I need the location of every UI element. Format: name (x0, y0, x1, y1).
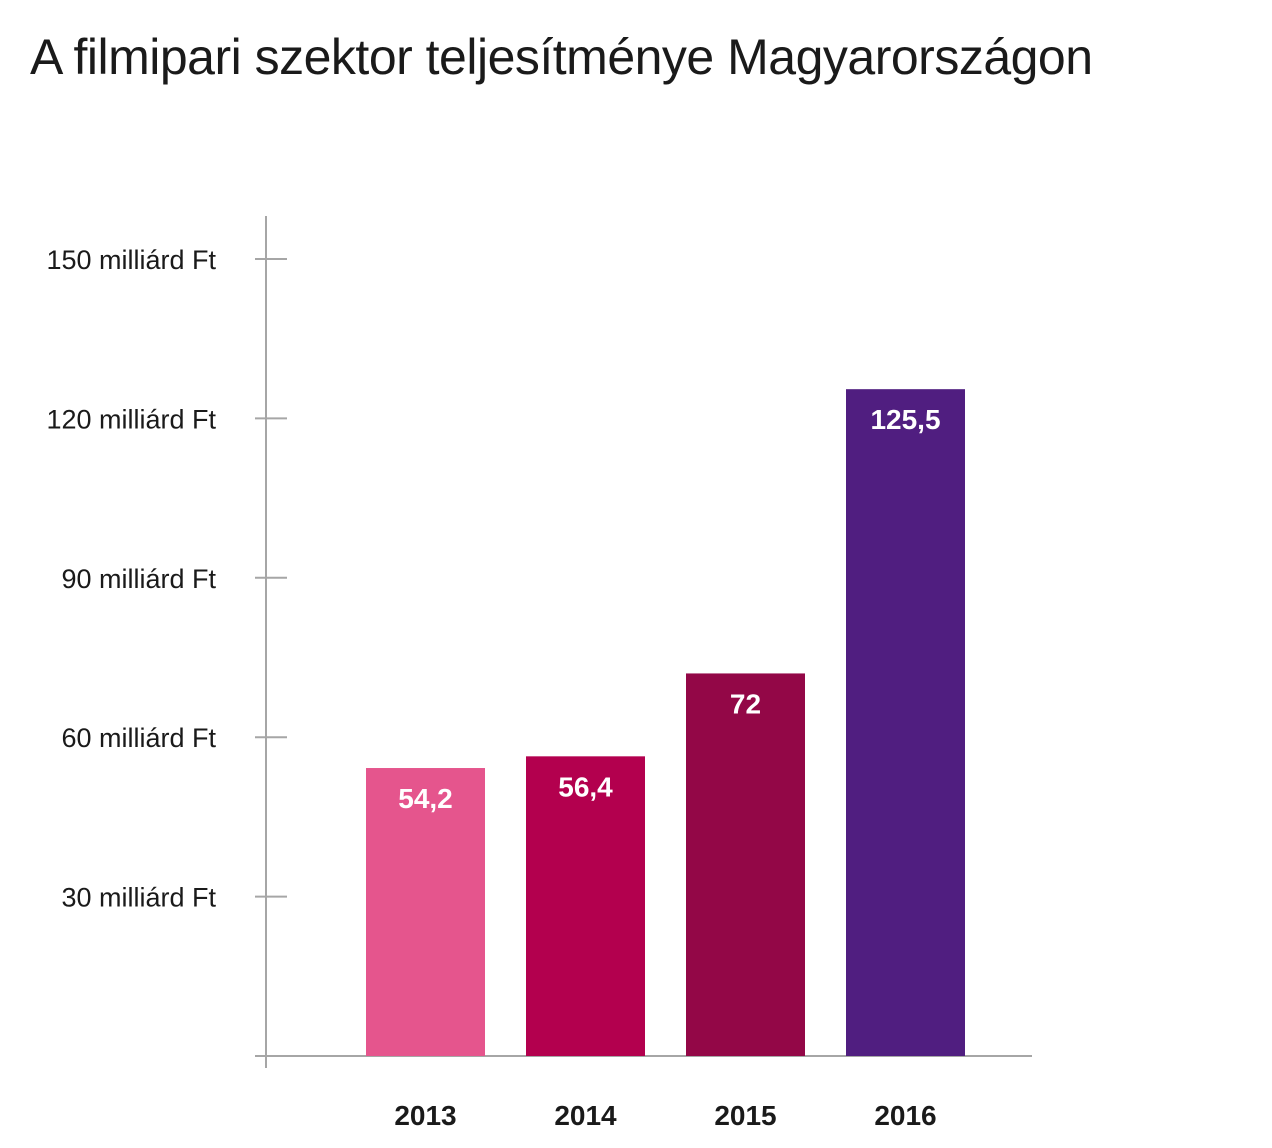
data-label-2014: 56,4 (558, 771, 613, 802)
x-tick-label: 2013 (394, 1100, 456, 1131)
data-label-2013: 54,2 (398, 783, 453, 814)
y-tick-label: 120 milliárd Ft (46, 404, 216, 434)
y-tick-label: 30 milliárd Ft (61, 883, 216, 913)
y-tick-label: 150 milliárd Ft (46, 245, 216, 275)
x-axis-labels: 2013 2014 2015 2016 (394, 1100, 936, 1131)
bar-2014 (526, 756, 645, 1056)
bars: 54,2 56,4 72 125,5 (366, 389, 965, 1057)
x-tick-label: 2016 (874, 1100, 936, 1131)
y-axis-ticks: 30 milliárd Ft 60 milliárd Ft 90 milliárd … (46, 245, 287, 913)
bar-2015 (686, 673, 805, 1056)
y-tick-label: 90 milliárd Ft (61, 564, 216, 594)
bar-2016 (846, 389, 965, 1057)
y-tick-label: 60 milliárd Ft (61, 723, 216, 753)
bar-2013 (366, 768, 485, 1056)
x-tick-label: 2014 (554, 1100, 617, 1131)
data-label-2015: 72 (730, 688, 761, 719)
data-label-2016: 125,5 (870, 404, 940, 435)
chart-title: A filmipari szektor teljesítménye Magyar… (30, 29, 1093, 85)
x-tick-label: 2015 (714, 1100, 776, 1131)
